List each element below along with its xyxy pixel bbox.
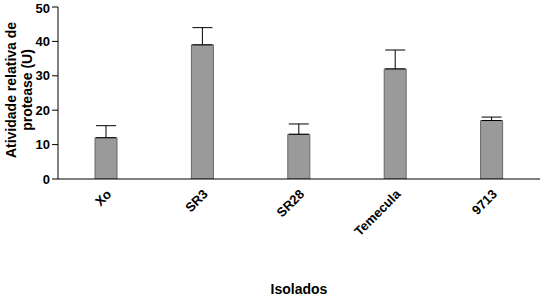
- svg-text:SR3: SR3: [182, 187, 210, 215]
- svg-text:30: 30: [36, 68, 50, 83]
- svg-text:0: 0: [43, 172, 50, 187]
- svg-text:Xo: Xo: [92, 186, 114, 208]
- svg-text:Atividade relativa deprotease: Atividade relativa deprotease (U): [8, 22, 35, 158]
- svg-text:10: 10: [36, 137, 50, 152]
- svg-text:50: 50: [36, 1, 50, 16]
- svg-text:9713: 9713: [469, 187, 500, 218]
- svg-text:SR28: SR28: [274, 187, 308, 221]
- svg-text:40: 40: [36, 34, 50, 49]
- svg-text:20: 20: [36, 103, 50, 118]
- svg-text:Temecula: Temecula: [351, 186, 404, 239]
- svg-text:Isolados: Isolados: [271, 281, 328, 297]
